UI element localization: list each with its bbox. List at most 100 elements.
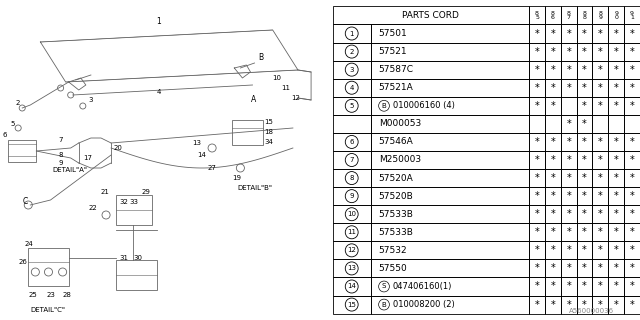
- Bar: [577, 60, 593, 79]
- Text: 24: 24: [24, 241, 33, 247]
- Bar: [529, 296, 545, 314]
- Bar: [624, 24, 640, 43]
- Text: *: *: [598, 300, 603, 309]
- Bar: [593, 205, 609, 223]
- Text: *: *: [582, 245, 587, 255]
- Text: 27: 27: [207, 165, 216, 171]
- Text: 12: 12: [291, 95, 300, 101]
- Text: 4: 4: [349, 85, 354, 91]
- Text: *: *: [550, 101, 556, 111]
- Text: *: *: [598, 47, 603, 57]
- Text: C: C: [22, 197, 28, 206]
- Bar: [561, 223, 577, 241]
- Text: *: *: [582, 47, 587, 57]
- Text: *: *: [566, 28, 571, 38]
- Bar: [529, 97, 545, 115]
- Bar: [561, 6, 577, 24]
- Bar: [529, 115, 545, 133]
- Text: *: *: [550, 300, 556, 309]
- Bar: [371, 24, 529, 43]
- Text: *: *: [614, 83, 619, 93]
- Bar: [608, 24, 624, 43]
- Bar: [545, 187, 561, 205]
- Bar: [545, 169, 561, 187]
- Bar: [577, 6, 593, 24]
- Text: *: *: [566, 227, 571, 237]
- Bar: [333, 223, 371, 241]
- Bar: [529, 260, 545, 277]
- Bar: [333, 151, 371, 169]
- Bar: [545, 260, 561, 277]
- Bar: [624, 241, 640, 260]
- Text: *: *: [582, 101, 587, 111]
- Text: PARTS CORD: PARTS CORD: [403, 11, 460, 20]
- Text: 22: 22: [89, 205, 98, 211]
- Text: *: *: [534, 282, 540, 292]
- Bar: [624, 205, 640, 223]
- Bar: [371, 277, 529, 296]
- Bar: [624, 296, 640, 314]
- Text: 14: 14: [197, 152, 206, 158]
- Bar: [577, 277, 593, 296]
- Text: *: *: [614, 263, 619, 273]
- Bar: [529, 133, 545, 151]
- Bar: [333, 205, 371, 223]
- Bar: [561, 241, 577, 260]
- Bar: [333, 79, 371, 97]
- Text: 57520B: 57520B: [379, 192, 413, 201]
- Text: *: *: [550, 245, 556, 255]
- Bar: [545, 79, 561, 97]
- Text: 11: 11: [281, 85, 290, 91]
- Bar: [333, 133, 371, 151]
- Text: 8: 8: [59, 152, 63, 158]
- Bar: [608, 97, 624, 115]
- Text: 1: 1: [349, 30, 354, 36]
- Bar: [593, 223, 609, 241]
- Text: *: *: [550, 263, 556, 273]
- Bar: [593, 60, 609, 79]
- Text: *: *: [550, 282, 556, 292]
- Bar: [545, 205, 561, 223]
- Text: *: *: [614, 209, 619, 219]
- Bar: [608, 133, 624, 151]
- Text: *: *: [582, 119, 587, 129]
- Text: *: *: [566, 282, 571, 292]
- Bar: [593, 277, 609, 296]
- Bar: [545, 6, 561, 24]
- Bar: [577, 79, 593, 97]
- Bar: [593, 187, 609, 205]
- Text: *: *: [582, 65, 587, 75]
- Bar: [624, 223, 640, 241]
- Text: 2: 2: [349, 49, 354, 55]
- Bar: [333, 187, 371, 205]
- Text: 4: 4: [157, 89, 161, 95]
- Bar: [561, 151, 577, 169]
- Bar: [529, 241, 545, 260]
- Bar: [624, 151, 640, 169]
- Text: *: *: [582, 155, 587, 165]
- Text: *: *: [566, 245, 571, 255]
- Bar: [561, 24, 577, 43]
- Bar: [624, 115, 640, 133]
- Bar: [577, 260, 593, 277]
- Text: *: *: [614, 227, 619, 237]
- Text: *: *: [614, 155, 619, 165]
- Text: *: *: [534, 47, 540, 57]
- Bar: [545, 24, 561, 43]
- Text: *: *: [566, 155, 571, 165]
- Text: *: *: [550, 155, 556, 165]
- Text: *: *: [598, 282, 603, 292]
- Text: 13: 13: [348, 265, 356, 271]
- Text: *: *: [598, 209, 603, 219]
- Text: 11: 11: [348, 229, 356, 235]
- Text: *: *: [534, 101, 540, 111]
- Text: *: *: [534, 155, 540, 165]
- Bar: [545, 241, 561, 260]
- Bar: [608, 277, 624, 296]
- Text: *: *: [566, 137, 571, 147]
- Text: *: *: [550, 137, 556, 147]
- Text: *: *: [630, 65, 634, 75]
- Text: 2: 2: [15, 100, 20, 106]
- Bar: [577, 205, 593, 223]
- Text: 15: 15: [264, 119, 273, 125]
